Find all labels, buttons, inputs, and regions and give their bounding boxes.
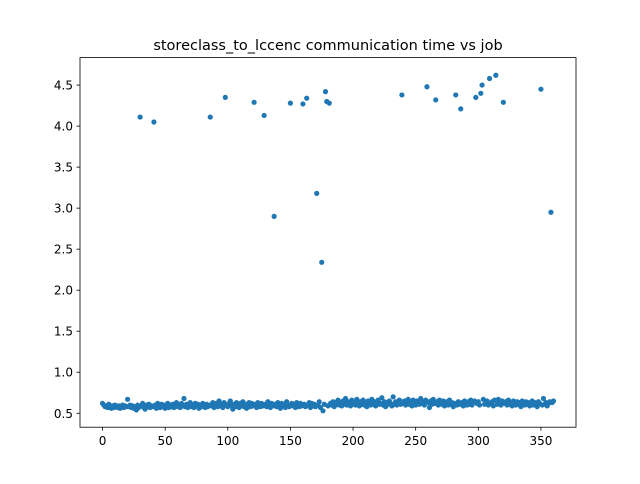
scatter-point: [261, 112, 267, 119]
scatter-point: [319, 259, 325, 265]
scatter-point: [320, 408, 326, 414]
scatter-point: [430, 396, 436, 402]
scatter-point: [486, 75, 493, 82]
scatter-point: [458, 106, 464, 112]
scatter-point: [379, 395, 385, 401]
scatter-point: [500, 99, 506, 105]
scatter-point: [493, 72, 499, 78]
scatter-point: [287, 100, 294, 106]
scatter-point: [478, 90, 484, 96]
x-tick-label: 150: [279, 434, 302, 448]
x-tick-label: 250: [404, 434, 427, 448]
axes-frame: [79, 57, 577, 428]
scatter-point: [322, 89, 329, 95]
x-tick-label: 100: [216, 434, 239, 448]
x-tick-label: 350: [529, 434, 552, 448]
scatter-point: [421, 402, 428, 408]
scatter-point: [251, 99, 257, 105]
scatter-point: [271, 213, 277, 219]
scatter-point: [227, 398, 233, 404]
x-tick-label: 300: [467, 434, 490, 448]
scatter-point: [137, 114, 143, 120]
y-tick-label: 1.5: [54, 325, 73, 339]
x-tick-label: 200: [342, 434, 365, 448]
scatter-point: [453, 92, 459, 98]
scatter-point: [484, 398, 490, 404]
scatter-point: [207, 114, 213, 120]
x-tick-label: 0: [99, 434, 107, 448]
scatter-point: [473, 94, 479, 100]
scatter-point: [354, 396, 360, 402]
scatter-point: [390, 394, 396, 400]
scatter-point: [399, 92, 405, 98]
y-tick-label: 1.0: [54, 366, 73, 380]
scatter-point: [479, 82, 485, 88]
scatter-point: [476, 402, 483, 408]
scatter-point: [396, 397, 402, 403]
chart-title: storeclass_to_lccenc communication time …: [153, 38, 502, 54]
y-tick-label: 2.0: [54, 284, 73, 298]
scatter-point: [433, 97, 439, 103]
scatter-point: [304, 95, 310, 101]
scatter-point: [222, 94, 228, 100]
x-tick-label: 50: [158, 434, 173, 448]
scatter-point: [151, 119, 157, 125]
y-tick-label: 4.5: [54, 79, 73, 93]
y-tick-label: 3.0: [54, 202, 73, 216]
scatter-point: [314, 190, 320, 196]
scatter-point: [548, 209, 554, 215]
scatter-point: [300, 101, 306, 107]
scatter-point: [326, 100, 332, 106]
scatter-point: [124, 396, 131, 402]
y-tick-label: 2.5: [54, 243, 73, 257]
y-tick-label: 4.0: [54, 120, 73, 134]
scatter-point: [538, 86, 544, 92]
scatter-point: [540, 395, 547, 402]
scatter-point: [220, 404, 226, 411]
scatter-point: [424, 84, 430, 90]
scatter-point: [316, 399, 322, 405]
scatter-point: [550, 398, 557, 404]
y-tick-label: 0.5: [54, 407, 73, 421]
y-tick-label: 3.5: [54, 161, 73, 175]
scatter-point: [181, 395, 187, 402]
